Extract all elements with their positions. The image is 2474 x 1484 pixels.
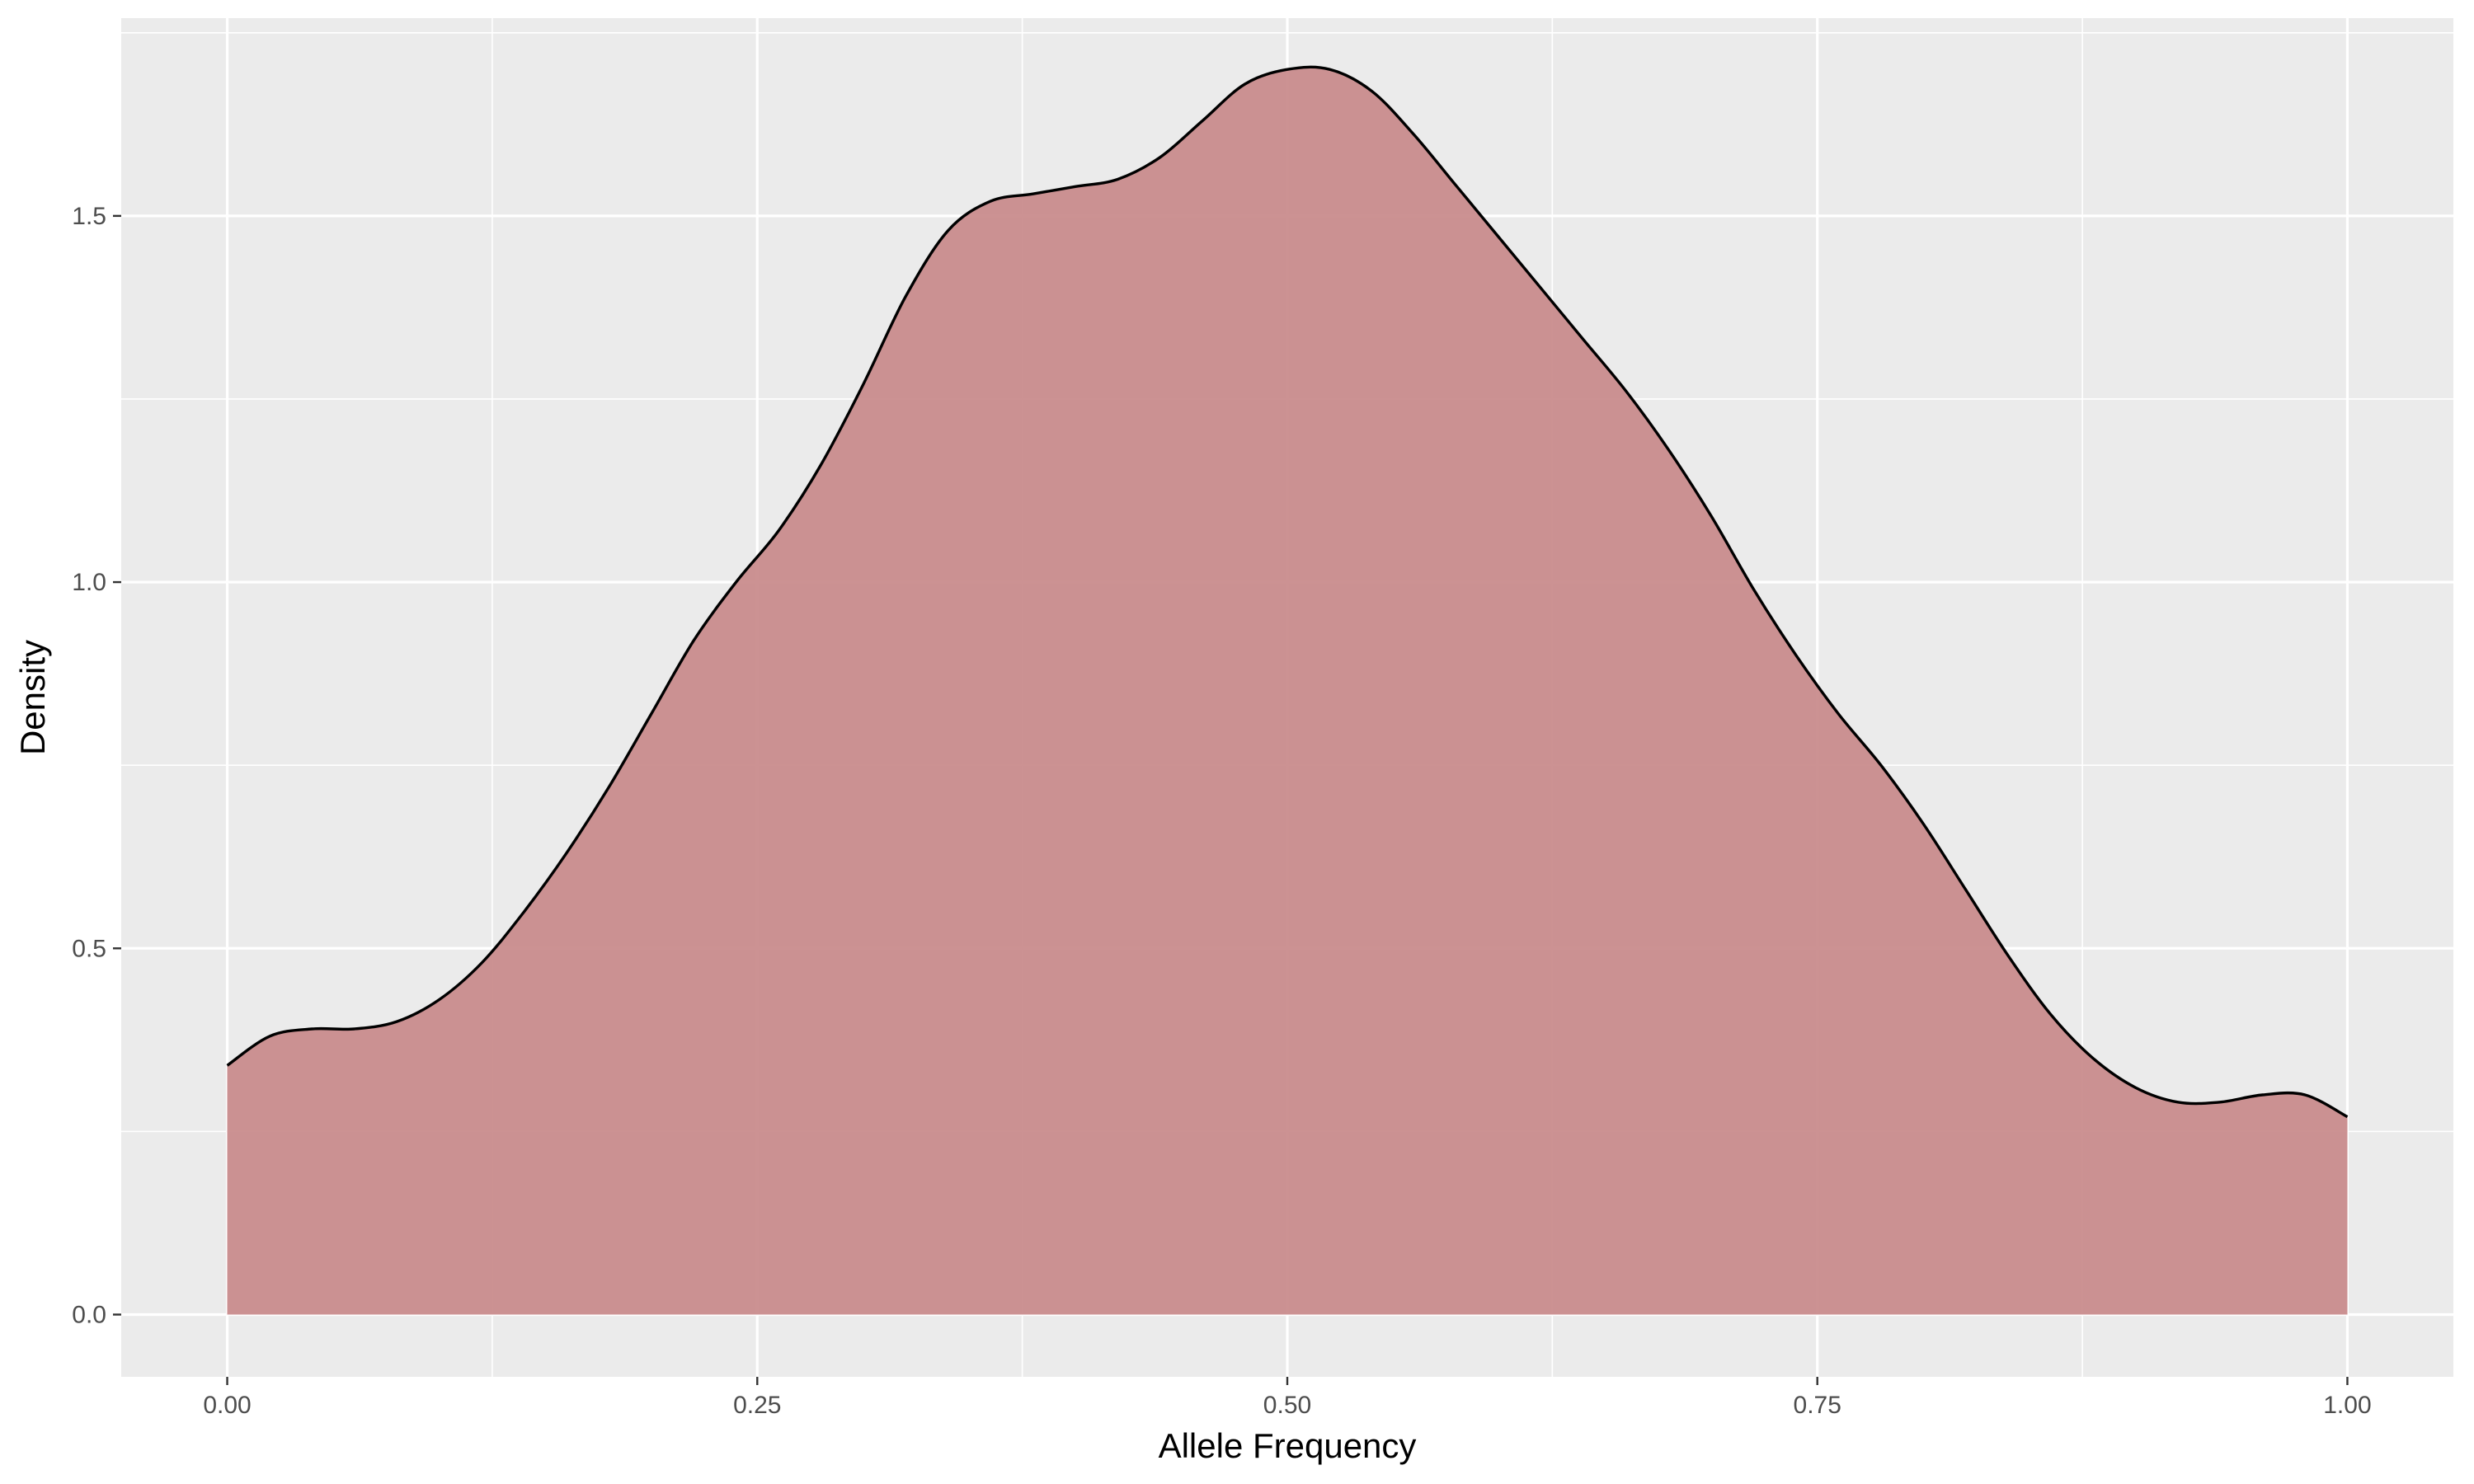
density-line bbox=[226, 65, 2349, 1119]
x-tick-label: 1.00 bbox=[2323, 1392, 2371, 1419]
y-tick-label: 1.5 bbox=[72, 203, 106, 230]
x-axis-ticks: 0.00 0.25 0.50 0.75 1.00 bbox=[203, 1377, 2372, 1419]
x-axis-title: Allele Frequency bbox=[1159, 1426, 1417, 1465]
y-axis-title: Density bbox=[13, 640, 52, 755]
x-tick-label: 0.25 bbox=[733, 1392, 781, 1419]
x-tick-label: 0.00 bbox=[203, 1392, 251, 1419]
y-tick-label: 1.0 bbox=[72, 569, 106, 596]
density-area bbox=[227, 67, 2348, 1315]
y-tick-label: 0.0 bbox=[72, 1301, 106, 1328]
x-tick-label: 0.50 bbox=[1263, 1392, 1311, 1419]
y-tick-label: 0.5 bbox=[72, 935, 106, 962]
y-axis-ticks: 0.0 0.5 1.0 1.5 bbox=[72, 203, 121, 1328]
x-tick-label: 0.75 bbox=[1794, 1392, 1841, 1419]
